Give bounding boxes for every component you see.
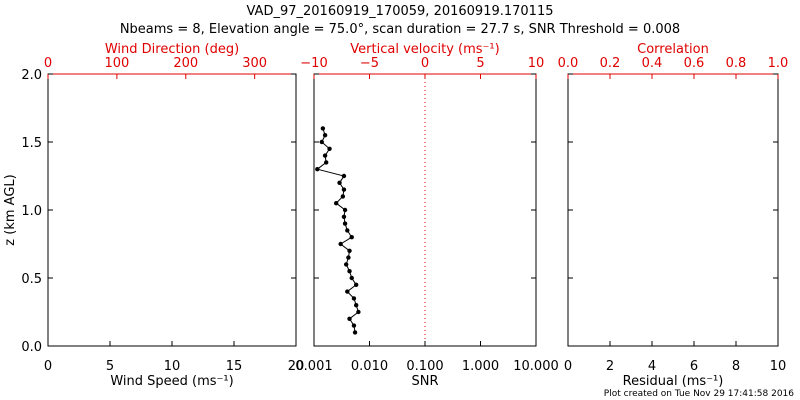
x-top-tick-label: 0.4 bbox=[642, 56, 663, 71]
x-bottom-tick-label: 15 bbox=[226, 359, 243, 374]
x-bottom-tick-label: 10 bbox=[164, 359, 181, 374]
vertical-velocity-point bbox=[347, 316, 352, 321]
x-top-tick-label: 1.0 bbox=[768, 56, 789, 71]
x-bottom-tick-label: 0.001 bbox=[295, 359, 332, 374]
x-top-tick-label: 200 bbox=[173, 56, 198, 71]
figure-title-line2: Nbeams = 8, Elevation angle = 75.0°, sca… bbox=[120, 22, 680, 37]
x-top-tick-label: 0 bbox=[421, 56, 429, 71]
x-bottom-tick-label: 4 bbox=[648, 359, 656, 374]
residual-axis-label: Residual (ms⁻¹) bbox=[623, 374, 724, 389]
vertical-velocity-point bbox=[345, 289, 350, 294]
x-top-tick-label: 300 bbox=[242, 56, 267, 71]
panel-corr-ticks: 0 2 4 6 8 10 0.0 0.2 0.4 0.6 0.8 1.0 bbox=[558, 56, 789, 374]
vertical-velocity-point bbox=[324, 160, 329, 165]
x-bottom-tick-label: 10 bbox=[770, 359, 787, 374]
y-tick-label: 1.0 bbox=[21, 204, 42, 219]
vertical-velocity-point bbox=[338, 241, 343, 247]
wind-direction-axis-label: Wind Direction (deg) bbox=[105, 42, 239, 57]
y-tick-label: 2.0 bbox=[21, 68, 42, 83]
vertical-velocity-point bbox=[349, 275, 354, 281]
x-bottom-tick-label: 10.000 bbox=[513, 359, 559, 374]
vertical-velocity-point bbox=[347, 269, 352, 274]
panel-wind: Wind Direction (deg) Wind Speed (ms⁻¹) z… bbox=[3, 42, 304, 389]
x-top-tick-label: −5 bbox=[360, 56, 379, 71]
vertical-velocity-point bbox=[356, 309, 361, 315]
vertical-velocity-series bbox=[315, 126, 361, 335]
x-top-tick-label: 0.8 bbox=[726, 56, 747, 71]
y-tick-label: 0.0 bbox=[21, 340, 42, 355]
y-tick-label: 1.5 bbox=[21, 136, 42, 151]
x-bottom-tick-label: 5 bbox=[106, 359, 114, 374]
plot-created-footer: Plot created on Tue Nov 29 17:41:58 2016 bbox=[604, 389, 794, 399]
panel-correlation: Correlation Residual (ms⁻¹) 0 2 4 6 8 10 0.0 0.… bbox=[558, 42, 789, 389]
figure-title-line1: VAD_97_20160919_170059, 20160919.170115 bbox=[247, 4, 554, 19]
x-bottom-tick-label: 0.100 bbox=[406, 359, 443, 374]
vertical-velocity-point bbox=[351, 296, 357, 301]
panel-corr-frame bbox=[567, 73, 779, 347]
y-tick-label: 0.5 bbox=[21, 272, 42, 287]
x-top-tick-label: 0.6 bbox=[684, 56, 705, 71]
x-bottom-tick-label: 0 bbox=[564, 359, 572, 374]
height-axis-label: z (km AGL) bbox=[3, 174, 18, 245]
vertical-velocity-point bbox=[349, 235, 354, 240]
vertical-velocity-point bbox=[352, 330, 358, 335]
vertical-velocity-point bbox=[315, 167, 320, 172]
vertical-velocity-point bbox=[322, 153, 328, 158]
vertical-velocity-point bbox=[341, 187, 347, 192]
x-bottom-tick-label: 0.010 bbox=[351, 359, 388, 374]
vertical-velocity-point bbox=[341, 173, 347, 179]
vertical-velocity-point bbox=[343, 262, 349, 267]
x-top-tick-label: −10 bbox=[300, 56, 327, 71]
x-top-tick-label: 5 bbox=[476, 56, 484, 71]
x-top-tick-label: 0.0 bbox=[558, 56, 579, 71]
vertical-velocity-point bbox=[322, 133, 328, 138]
vertical-velocity-point bbox=[347, 248, 352, 253]
x-bottom-tick-label: 6 bbox=[690, 359, 698, 374]
vertical-velocity-point bbox=[319, 139, 324, 145]
x-bottom-tick-label: 2 bbox=[606, 359, 614, 374]
wind-speed-axis-label: Wind Speed (ms⁻¹) bbox=[110, 374, 233, 389]
vertical-velocity-point bbox=[340, 194, 346, 199]
vertical-velocity-point bbox=[337, 180, 342, 185]
panel-vertical-velocity: Vertical velocity (ms⁻¹) SNR 0.001 0.010 0… bbox=[295, 42, 558, 389]
x-bottom-tick-label: 8 bbox=[732, 359, 740, 374]
vertical-velocity-point bbox=[345, 228, 350, 233]
vertical-velocity-line bbox=[316, 128, 359, 333]
x-top-tick-label: 0 bbox=[44, 56, 52, 71]
vertical-velocity-point bbox=[320, 126, 326, 131]
x-bottom-tick-label: 1.000 bbox=[462, 359, 499, 374]
x-bottom-tick-label: 20 bbox=[288, 359, 305, 374]
vertical-velocity-point bbox=[327, 146, 332, 151]
snr-axis-label: SNR bbox=[411, 374, 438, 389]
vertical-velocity-point bbox=[342, 207, 348, 213]
vertical-velocity-point bbox=[346, 255, 351, 260]
x-top-tick-label: 0.2 bbox=[600, 56, 621, 71]
x-top-tick-label: 100 bbox=[104, 56, 129, 71]
x-top-tick-label: 10 bbox=[528, 56, 545, 71]
vertical-velocity-point bbox=[334, 201, 339, 206]
vertical-velocity-point bbox=[342, 221, 348, 226]
vertical-velocity-point bbox=[353, 303, 359, 308]
vertical-velocity-point bbox=[341, 214, 347, 219]
vertical-velocity-point bbox=[353, 282, 359, 287]
vertical-velocity-axis-label: Vertical velocity (ms⁻¹) bbox=[350, 42, 499, 57]
x-bottom-tick-label: 0 bbox=[44, 359, 52, 374]
vertical-velocity-point bbox=[351, 323, 357, 328]
panel-vv-ticks: 0.001 0.010 0.100 1.000 10.000 −10 −5 0 5 10 bbox=[295, 56, 558, 374]
panel-wind-frame bbox=[47, 73, 297, 347]
correlation-axis-label: Correlation bbox=[637, 42, 709, 57]
